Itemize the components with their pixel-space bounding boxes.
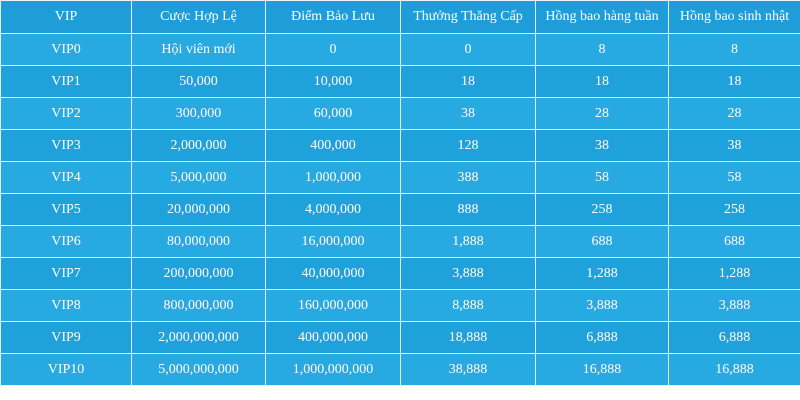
header-cell: Điểm Bảo Lưu	[265, 0, 401, 34]
table-cell: 40,000,000	[265, 257, 401, 290]
table-cell: 16,000,000	[265, 225, 401, 258]
table-cell: VIP9	[0, 321, 132, 354]
table-cell: 6,888	[668, 321, 800, 354]
table-header: VIP Cược Hợp Lệ Điểm Bảo Lưu Thưởng Thăng C…	[0, 0, 800, 34]
table-cell: VIP2	[0, 97, 132, 130]
table-cell: 18	[400, 65, 536, 98]
table-cell: 688	[668, 225, 800, 258]
table-cell: 688	[535, 225, 669, 258]
table-cell: 160,000,000	[265, 289, 401, 322]
header-row: VIP Cược Hợp Lệ Điểm Bảo Lưu Thưởng Thăng C…	[0, 0, 800, 34]
table-cell: 258	[535, 193, 669, 226]
table-cell: 3,888	[400, 257, 536, 290]
table-cell: 60,000	[265, 97, 401, 130]
table-row: VIP3 2,000,000 400,000 128 38 38	[0, 129, 800, 162]
table-cell: 0	[400, 33, 536, 66]
table-cell: VIP6	[0, 225, 132, 258]
table-cell: 2,000,000	[131, 129, 266, 162]
table-cell: 5,000,000,000	[131, 353, 266, 386]
table-cell: VIP4	[0, 161, 132, 194]
table-cell: 16,888	[668, 353, 800, 386]
table-cell: 18	[535, 65, 669, 98]
table-cell: 18,888	[400, 321, 536, 354]
table-cell: 20,000,000	[131, 193, 266, 226]
table-row: VIP7 200,000,000 40,000,000 3,888 1,288 1,288	[0, 257, 800, 290]
table-cell: Hội viên mới	[131, 33, 266, 66]
table-cell: VIP3	[0, 129, 132, 162]
table-cell: 1,000,000	[265, 161, 401, 194]
table-cell: 1,288	[668, 257, 800, 290]
table-cell: 388	[400, 161, 536, 194]
table-cell: 38,888	[400, 353, 536, 386]
table-cell: 1,000,000,000	[265, 353, 401, 386]
header-cell: VIP	[0, 0, 132, 34]
table-body: VIP0 Hội viên mới 0 0 8 8 VIP1 50,000 10,000 18 18…	[0, 33, 800, 386]
table-cell: 1,288	[535, 257, 669, 290]
header-cell: Hồng bao sinh nhật	[668, 0, 800, 34]
table-cell: 38	[535, 129, 669, 162]
table-cell: 28	[668, 97, 800, 130]
table-row: VIP6 80,000,000 16,000,000 1,888 688 688	[0, 225, 800, 258]
table-row: VIP10 5,000,000,000 1,000,000,000 38,888 16,…	[0, 353, 800, 386]
table-cell: 800,000,000	[131, 289, 266, 322]
table-cell: VIP0	[0, 33, 132, 66]
table-cell: 58	[535, 161, 669, 194]
table-cell: 200,000,000	[131, 257, 266, 290]
table-cell: 400,000,000	[265, 321, 401, 354]
table-cell: 4,000,000	[265, 193, 401, 226]
table-row: VIP0 Hội viên mới 0 0 8 8	[0, 33, 800, 66]
table-cell: 3,888	[535, 289, 669, 322]
table-cell: 3,888	[668, 289, 800, 322]
table-cell: 50,000	[131, 65, 266, 98]
table-row: VIP8 800,000,000 160,000,000 8,888 3,888 3,88…	[0, 289, 800, 322]
table-cell: 38	[668, 129, 800, 162]
header-cell: Thưởng Thăng Cấp	[400, 0, 536, 34]
table-cell: 10,000	[265, 65, 401, 98]
table-cell: 16,888	[535, 353, 669, 386]
table-cell: VIP10	[0, 353, 132, 386]
table-row: VIP5 20,000,000 4,000,000 888 258 258	[0, 193, 800, 226]
table-cell: 2,000,000,000	[131, 321, 266, 354]
table-cell: 58	[668, 161, 800, 194]
table-cell: VIP7	[0, 257, 132, 290]
table-row: VIP9 2,000,000,000 400,000,000 18,888 6,888 6…	[0, 321, 800, 354]
table-cell: 80,000,000	[131, 225, 266, 258]
table-cell: 1,888	[400, 225, 536, 258]
table-cell: VIP8	[0, 289, 132, 322]
table-cell: 888	[400, 193, 536, 226]
header-cell: Hồng bao hàng tuần	[535, 0, 669, 34]
header-cell: Cược Hợp Lệ	[131, 0, 266, 34]
table-cell: 400,000	[265, 129, 401, 162]
table-cell: 18	[668, 65, 800, 98]
table-cell: 300,000	[131, 97, 266, 130]
table-cell: VIP1	[0, 65, 132, 98]
vip-table: VIP Cược Hợp Lệ Điểm Bảo Lưu Thưởng Thăng C…	[0, 0, 800, 386]
table-row: VIP4 5,000,000 1,000,000 388 58 58	[0, 161, 800, 194]
table-row: VIP1 50,000 10,000 18 18 18	[0, 65, 800, 98]
table-cell: 8	[535, 33, 669, 66]
table-cell: 128	[400, 129, 536, 162]
table-cell: 28	[535, 97, 669, 130]
table-cell: VIP5	[0, 193, 132, 226]
table-row: VIP2 300,000 60,000 38 28 28	[0, 97, 800, 130]
table-cell: 8,888	[400, 289, 536, 322]
table-cell: 0	[265, 33, 401, 66]
table-cell: 6,888	[535, 321, 669, 354]
table-cell: 258	[668, 193, 800, 226]
table-cell: 8	[668, 33, 800, 66]
table-cell: 38	[400, 97, 536, 130]
table-cell: 5,000,000	[131, 161, 266, 194]
